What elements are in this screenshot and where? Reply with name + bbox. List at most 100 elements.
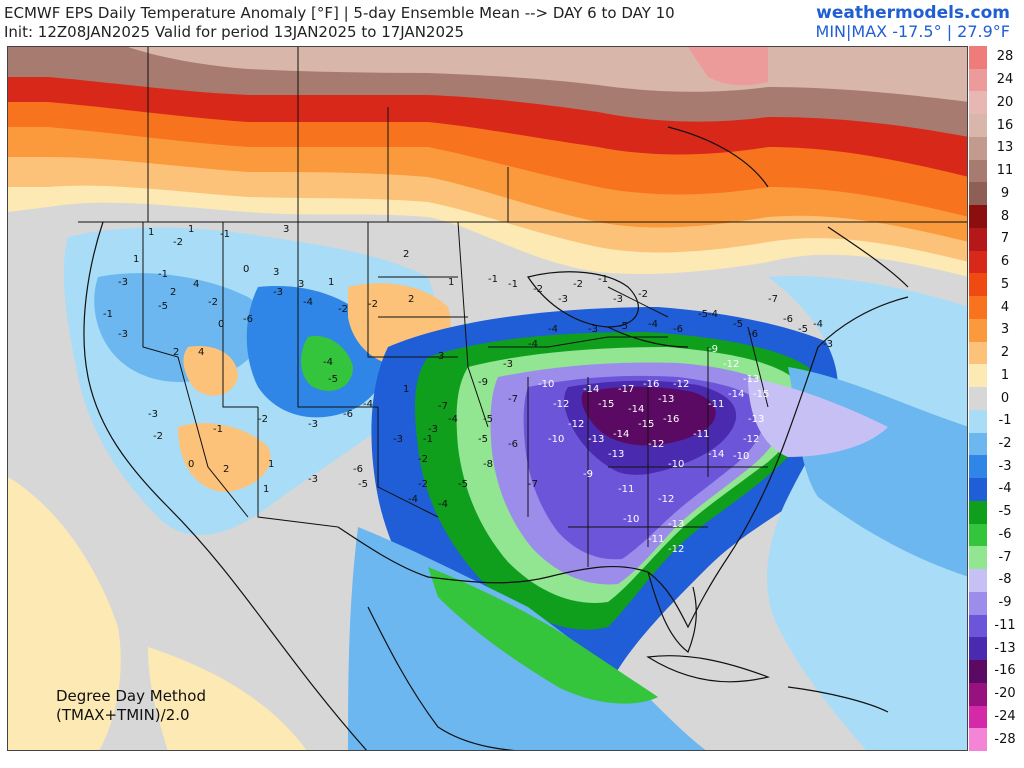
label: -9 — [478, 377, 488, 388]
label: -12 — [568, 419, 584, 430]
label: -4 — [648, 319, 658, 330]
colorbar-swatch — [969, 387, 987, 411]
colorbar-label: 16 — [996, 117, 1014, 133]
method-line-1: Degree Day Method — [56, 687, 207, 705]
label: -5 — [358, 479, 368, 490]
min-max-readout: MIN|MAX -17.5° | 27.9°F — [815, 22, 1010, 41]
label: 0 — [188, 459, 194, 470]
label: -13 — [658, 394, 674, 405]
colorbar-swatch — [969, 591, 987, 616]
colorbar-label: -8 — [998, 572, 1012, 588]
colorbar-label: -1 — [998, 413, 1012, 429]
label: -2 — [638, 289, 648, 300]
label: -2 — [258, 414, 268, 425]
label: 2 — [223, 464, 229, 475]
label: -13 — [588, 434, 604, 445]
label: -2 — [533, 284, 543, 295]
label: -4 — [708, 309, 718, 320]
labels-southwest: -3 -2 -1 0 2 1 -3 -5 -6 -4 -3 -2 1 -4 -5… — [148, 357, 428, 505]
label: -3 — [558, 294, 568, 305]
label: -3 — [428, 424, 438, 435]
colorbar-label: 28 — [996, 49, 1014, 65]
colorbar-label: 20 — [996, 94, 1014, 110]
colorbar-label: -16 — [994, 663, 1016, 679]
label: -3 — [308, 419, 318, 430]
label: 1 — [328, 277, 334, 288]
label: 3 — [273, 267, 279, 278]
colorbar-swatch — [969, 159, 987, 183]
label: -13 — [743, 374, 759, 385]
label: -1 — [103, 309, 113, 320]
label: 4 — [198, 347, 204, 358]
label: -5 — [733, 319, 743, 330]
label: -15 — [753, 389, 769, 400]
label: -5 — [328, 374, 338, 385]
label: -6 — [508, 439, 518, 450]
label: -10 — [733, 451, 749, 462]
temperature-anomaly-map: 1 -2 1 -1 3 1 -1 -3 0 3 2 4 -5 -2 -3 3 1… — [7, 46, 968, 751]
label: -5 — [618, 321, 628, 332]
colorbar-label: -4 — [998, 481, 1012, 497]
colorbar-swatch — [969, 68, 987, 92]
colorbar-label: -11 — [994, 617, 1016, 633]
label: -10 — [548, 434, 564, 445]
label: -4 — [448, 414, 458, 425]
label: -7 — [528, 479, 538, 490]
colorbar-swatch — [969, 318, 987, 343]
label: -14 — [613, 429, 629, 440]
label: -2 — [418, 479, 428, 490]
label: -7 — [508, 394, 518, 405]
brand-link[interactable]: weathermodels.com — [816, 3, 1010, 23]
colorbar-swatch — [969, 364, 987, 388]
colorbar-swatch — [969, 409, 987, 434]
colorbar-label: -20 — [994, 686, 1016, 702]
label: 3 — [283, 224, 289, 235]
colorbar-swatch — [969, 46, 987, 70]
coastlines — [83, 126, 909, 750]
label: -6 — [748, 329, 758, 340]
labels-plains: 2 1 -1 2 -2 3 1 -4 -5 -7 -9 -7 -5 -6 -8 … — [368, 249, 538, 510]
label: -5 — [483, 414, 493, 425]
label: -9 — [708, 344, 718, 355]
label: -7 — [768, 294, 778, 305]
labels-northeast: -4 -5 -6 -7 -6 -5 -4 -3 — [708, 294, 833, 350]
title-line-2: Init: 12Z08JAN2025 Valid for period 13JA… — [4, 23, 465, 41]
label: -3 — [118, 329, 128, 340]
label: -4 — [528, 339, 538, 350]
label: -10 — [623, 514, 639, 525]
label: -1 — [220, 229, 230, 240]
label: -16 — [663, 414, 679, 425]
label: 1 — [263, 484, 269, 495]
colorbar-label: 2 — [1000, 345, 1010, 361]
label: -15 — [638, 419, 654, 430]
label: -15 — [598, 399, 614, 410]
method-note: Degree Day Method (TMAX+TMIN)/2.0 — [56, 687, 206, 725]
label: -1 — [508, 279, 518, 290]
title-line-1: ECMWF EPS Daily Temperature Anomaly [°F]… — [4, 4, 675, 22]
colorbar-swatch — [969, 273, 987, 297]
colorbar-label: 1 — [1000, 367, 1010, 383]
colorbar-label: 11 — [996, 163, 1014, 179]
colorbar-label: -2 — [998, 435, 1012, 451]
label: 1 — [403, 384, 409, 395]
region-atlantic-lavender — [748, 377, 888, 457]
label: -5 — [698, 309, 708, 320]
label: 3 — [438, 351, 444, 362]
label: 2 — [403, 249, 409, 260]
colorbar-swatch — [969, 227, 987, 252]
colorbar-label: -9 — [998, 595, 1012, 611]
label: 1 — [188, 224, 194, 235]
label: 3 — [298, 279, 304, 290]
label: -3 — [118, 277, 128, 288]
colorbar-label: -13 — [994, 640, 1016, 656]
anomaly-labels: 1 -2 1 -1 3 1 -1 -3 0 3 2 4 -5 -2 -3 3 1… — [103, 224, 833, 555]
region-basin-warm — [183, 346, 238, 396]
label: -12 — [673, 379, 689, 390]
label: -6 — [243, 314, 253, 325]
labels-southeast: -10 -12 -14 -15 -17 -16 -14 -13 -12 -11 … — [538, 379, 724, 555]
label: -2 — [418, 454, 428, 465]
label: -5 — [458, 479, 468, 490]
label: 1 — [448, 277, 454, 288]
colorbar-swatch — [969, 500, 987, 525]
colorbar-swatch — [969, 250, 987, 274]
